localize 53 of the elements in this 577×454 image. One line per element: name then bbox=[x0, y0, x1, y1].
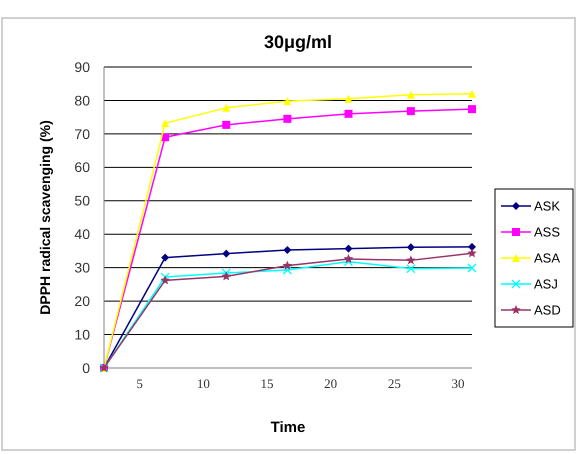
point bbox=[283, 246, 292, 254]
point bbox=[221, 271, 231, 280]
y-tick-label: 50 bbox=[74, 192, 90, 209]
point bbox=[468, 90, 476, 98]
point bbox=[406, 107, 415, 116]
y-tick-label: 10 bbox=[74, 326, 90, 342]
legend-label: ASA bbox=[534, 250, 560, 266]
legend-label: ASK bbox=[534, 198, 560, 214]
point bbox=[222, 268, 231, 278]
point bbox=[222, 250, 230, 258]
x-tick-label: 15 bbox=[260, 376, 274, 391]
point bbox=[468, 105, 476, 114]
point bbox=[344, 256, 354, 266]
point bbox=[406, 243, 415, 252]
point bbox=[344, 254, 354, 264]
y-tick-label: 80 bbox=[74, 92, 90, 108]
x-axis-title: Time bbox=[270, 419, 306, 436]
point bbox=[161, 254, 170, 262]
x-tick-label: 5 bbox=[136, 376, 143, 391]
point bbox=[222, 120, 230, 129]
point bbox=[283, 97, 292, 106]
point bbox=[160, 275, 170, 284]
y-tick-label: 60 bbox=[74, 159, 90, 176]
point bbox=[406, 264, 416, 274]
point bbox=[344, 110, 352, 118]
point bbox=[406, 255, 416, 264]
point bbox=[406, 90, 415, 99]
x-tick-label: 30 bbox=[451, 376, 464, 391]
legend-label: ASD bbox=[534, 302, 561, 318]
point bbox=[282, 260, 292, 270]
y-axis-title: DPPH radical scavenging (%) bbox=[37, 120, 53, 315]
point bbox=[161, 119, 170, 128]
point bbox=[160, 272, 170, 282]
x-tick-label: 25 bbox=[388, 376, 401, 391]
point bbox=[344, 244, 352, 253]
legend-label: ASS bbox=[534, 224, 560, 240]
point bbox=[467, 263, 477, 273]
point bbox=[283, 114, 292, 123]
x-tick-label: 10 bbox=[196, 376, 210, 391]
legend-label: ASJ bbox=[534, 276, 558, 292]
y-tick-label: 30 bbox=[74, 260, 90, 276]
chart-title: 30μg/ml bbox=[264, 32, 332, 52]
point bbox=[468, 242, 476, 251]
point bbox=[222, 104, 230, 112]
point bbox=[282, 265, 292, 275]
point bbox=[344, 94, 352, 103]
y-tick-label: 70 bbox=[74, 126, 90, 142]
x-tick-label: 20 bbox=[324, 376, 338, 391]
y-tick-label: 20 bbox=[74, 293, 90, 310]
y-tick-label: 90 bbox=[74, 58, 90, 75]
y-tick-label: 40 bbox=[74, 226, 90, 242]
y-tick-label: 0 bbox=[82, 360, 90, 376]
point bbox=[467, 248, 477, 258]
